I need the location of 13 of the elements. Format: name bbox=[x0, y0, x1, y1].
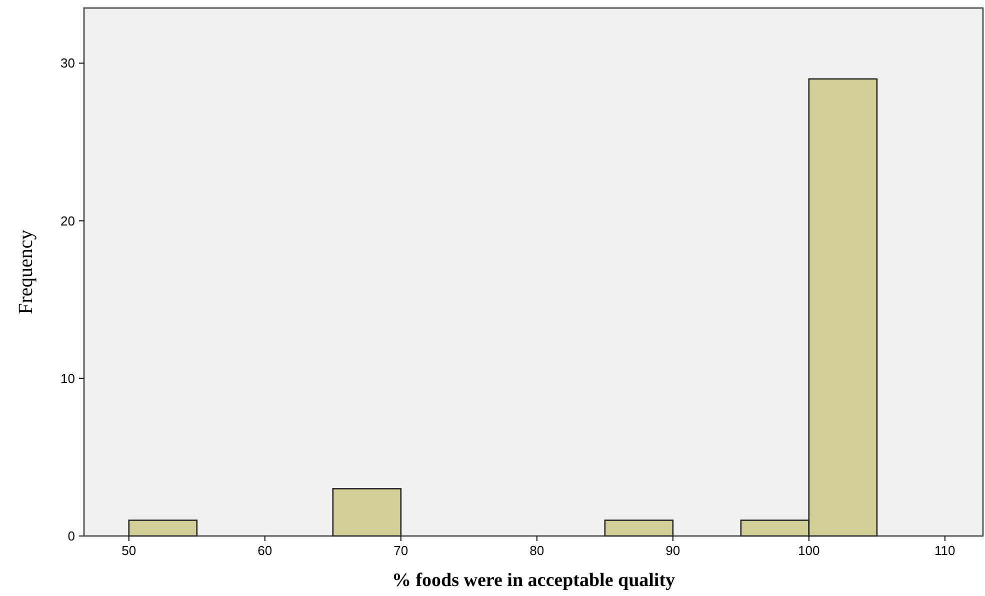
y-axis-title: Frequency bbox=[15, 230, 37, 314]
x-axis-title: % foods were in acceptable quality bbox=[392, 570, 676, 591]
x-tick-label: 100 bbox=[798, 543, 820, 558]
y-tick-label: 30 bbox=[60, 56, 75, 71]
x-tick-label: 60 bbox=[258, 543, 272, 558]
y-tick-label: 0 bbox=[68, 528, 75, 544]
y-tick-label: 10 bbox=[60, 370, 75, 386]
y-tick-label: 20 bbox=[60, 213, 75, 228]
x-tick-label: 90 bbox=[666, 543, 680, 558]
x-tick-label: 50 bbox=[122, 543, 136, 558]
x-tick-label: 80 bbox=[530, 543, 544, 558]
x-tick-label: 70 bbox=[394, 543, 408, 558]
x-tick-label: 110 bbox=[934, 543, 956, 558]
